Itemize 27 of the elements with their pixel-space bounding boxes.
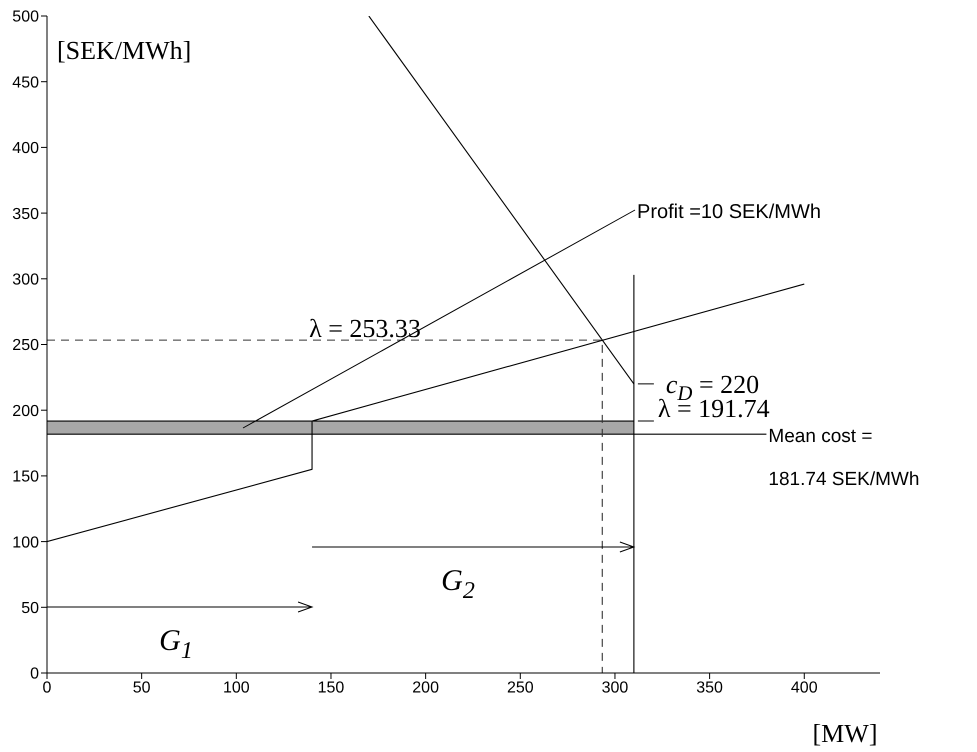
y-tick-label: 450 [12, 74, 40, 92]
x-tick-label: 250 [506, 679, 534, 696]
annotation: G$_{1}$ [159, 624, 193, 664]
y-tick-label: 150 [12, 468, 40, 486]
x-tick-label: 200 [412, 679, 440, 696]
x-tick-label: 0 [42, 679, 52, 696]
annotation: Profit =10 SEK/MWh [637, 201, 821, 223]
x-tick-label: 350 [696, 679, 724, 696]
y-tick-label: 200 [12, 402, 40, 420]
x-tick-label: 400 [790, 679, 818, 696]
x-tick-label: 150 [318, 679, 344, 696]
y-tick-label: 300 [12, 271, 40, 288]
y-tick-label: 500 [12, 8, 40, 26]
y-tick-label: 100 [12, 534, 40, 552]
x-tick-label: 100 [222, 679, 250, 696]
x-tick-label: 300 [602, 679, 628, 696]
x-axis-title: [MW] [812, 719, 878, 748]
y-tick-label: 250 [12, 337, 40, 354]
y-tick-label: 400 [12, 140, 40, 158]
annotation: λ = 253.33 [309, 314, 421, 344]
annotation: G$_{2}$ [441, 564, 475, 604]
y-tick-label: 50 [21, 600, 40, 617]
y-axis-title: [SEK/MWh] [57, 36, 192, 65]
x-tick-label: 50 [132, 679, 151, 696]
y-tick-label: 0 [30, 666, 40, 683]
y-tick-label: 350 [12, 206, 40, 223]
annotation: Mean cost = 181.74 SEK/MWh [768, 426, 920, 490]
